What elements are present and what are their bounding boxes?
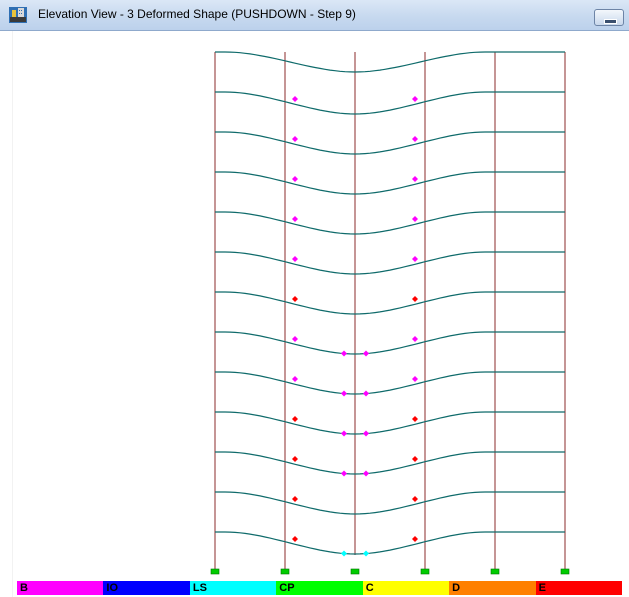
title-bar[interactable]: Elevation View - 3 Deformed Shape (PUSHD… [0,0,629,31]
legend-label: IO [106,582,119,594]
plastic-hinge-b [412,336,418,342]
plastic-hinge-e [292,456,298,462]
minimize-icon [604,19,617,24]
plastic-hinge-b [341,390,347,397]
plastic-hinge-e [412,416,418,422]
plastic-hinge-b [292,376,298,382]
plastic-hinge-e [292,536,298,542]
legend-swatch-d: D [449,581,536,595]
floor-beam-7 [215,291,565,315]
plastic-hinge-e [412,296,418,302]
legend-label: B [20,582,28,594]
plastic-hinge-b [412,176,418,182]
floor-beam-8 [215,331,565,355]
floor-beam-9 [215,371,565,395]
support-6 [560,568,570,575]
plastic-hinge-b [292,256,298,262]
legend-swatch-c: C [362,581,450,595]
legend-label: LS [192,582,207,594]
plastic-hinge-b [292,336,298,342]
plastic-hinge-b [363,350,369,357]
legend-swatch-e: E [535,581,622,595]
legend-swatch-ls: LS [189,581,277,595]
support-5 [490,568,500,575]
plastic-hinge-e [292,416,298,422]
support-1 [210,568,220,575]
floor-beam-2 [215,91,565,115]
legend-label: D [452,582,461,594]
plastic-hinge-b [412,256,418,262]
legend-swatch-b: B [17,581,104,595]
support-2 [280,568,290,575]
plastic-hinge-ls [363,550,369,557]
floor-beam-4 [215,171,565,195]
legend-label: E [538,582,546,594]
plastic-hinge-b [341,470,347,477]
legend-label: C [365,582,374,594]
sap-structure-icon [9,7,27,23]
plastic-hinge-b [412,376,418,382]
plastic-hinge-b [412,96,418,102]
plastic-hinge-b [363,390,369,397]
hinge-state-legend: B IO LS CP C D E [17,581,622,595]
floor-beam-1 [215,51,565,73]
plastic-hinge-b [292,216,298,222]
plastic-hinge-e [412,496,418,502]
plastic-hinge-e [292,296,298,302]
elevation-view-canvas[interactable] [0,31,629,597]
plastic-hinge-b [412,136,418,142]
support-4 [420,568,430,575]
plastic-hinge-e [412,456,418,462]
floor-beam-6 [215,251,565,275]
plastic-hinge-b [292,96,298,102]
plastic-hinge-b [292,176,298,182]
floor-beam-5 [215,211,565,235]
window-title: Elevation View - 3 Deformed Shape (PUSHD… [38,7,356,21]
plastic-hinge-b [341,430,347,437]
plastic-hinge-b [292,136,298,142]
floor-beam-10 [215,411,565,435]
floor-beam-11 [215,451,565,475]
floor-beam-13 [215,531,565,555]
plastic-hinge-e [412,536,418,542]
plastic-hinge-ls [341,550,347,557]
floor-beam-12 [215,491,565,515]
floor-beam-3 [215,131,565,155]
plastic-hinge-b [341,350,347,357]
support-3 [350,568,360,575]
legend-swatch-cp: CP [276,581,363,595]
minimize-button[interactable] [594,9,624,26]
plastic-hinge-e [292,496,298,502]
plastic-hinge-b [363,470,369,477]
plastic-hinge-b [412,216,418,222]
legend-swatch-io: IO [103,581,190,595]
canvas-left-margin [0,31,13,597]
plastic-hinge-b [363,430,369,437]
legend-label: CP [279,582,295,594]
